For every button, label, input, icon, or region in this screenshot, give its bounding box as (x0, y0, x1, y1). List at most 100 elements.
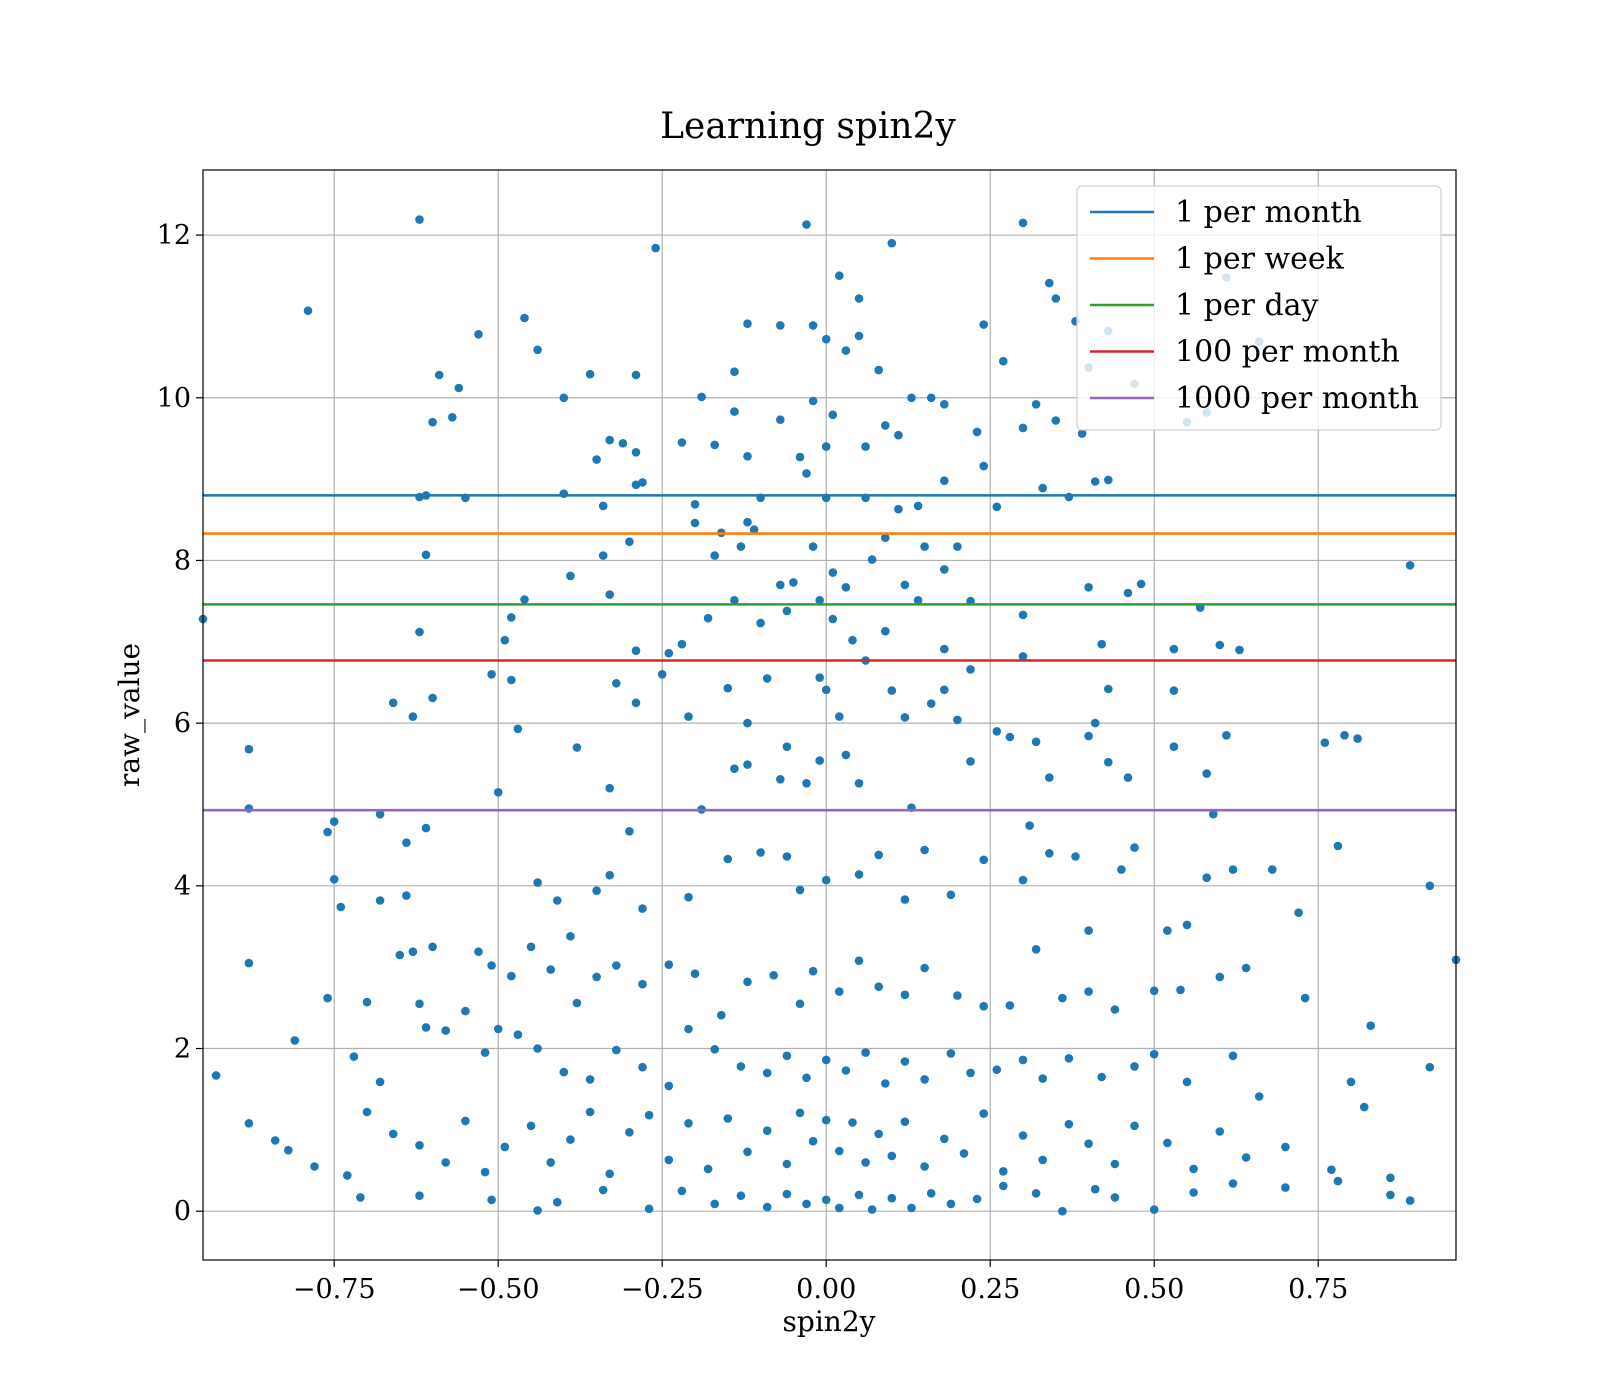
x-tick-label: 0.75 (1288, 1274, 1348, 1305)
data-point (434, 370, 444, 380)
data-point (690, 969, 700, 978)
data-point (1169, 686, 1179, 695)
data-point (1018, 1131, 1028, 1140)
data-point (730, 764, 739, 773)
data-point (211, 1071, 221, 1080)
data-point (585, 369, 595, 379)
data-point (1018, 652, 1028, 661)
legend-label: 100 per month (1175, 335, 1400, 370)
data-point (553, 1197, 562, 1207)
data-point (1281, 1183, 1290, 1192)
data-point (926, 393, 936, 403)
data-point (802, 1199, 811, 1209)
y-tick-label: 0 (174, 1196, 191, 1227)
data-point (776, 580, 785, 590)
data-point (657, 670, 667, 679)
data-point (402, 891, 411, 900)
data-point (408, 712, 418, 721)
y-tick-label: 8 (174, 545, 191, 576)
data-point (585, 1075, 595, 1084)
data-point (874, 365, 883, 375)
data-point (1077, 429, 1087, 438)
data-point (1064, 1119, 1074, 1129)
data-point (887, 238, 897, 248)
data-point (900, 580, 910, 590)
data-point (907, 1203, 916, 1213)
data-point (743, 517, 752, 527)
data-point (762, 674, 772, 683)
data-point (920, 542, 929, 551)
data-point (1176, 985, 1185, 995)
data-point (992, 727, 1002, 736)
data-point (428, 942, 437, 952)
data-point (743, 319, 752, 329)
data-point (808, 1136, 818, 1146)
data-point (533, 1044, 542, 1053)
data-point (972, 427, 982, 437)
data-point (1386, 1173, 1395, 1183)
data-point (631, 370, 641, 380)
data-point (979, 1001, 988, 1011)
data-point (1425, 881, 1435, 891)
data-point (894, 430, 903, 440)
data-point (244, 958, 254, 968)
data-point (1300, 993, 1310, 1003)
data-point (441, 1158, 451, 1167)
data-point (743, 718, 752, 728)
data-point (1346, 1077, 1356, 1087)
data-point (690, 518, 700, 528)
data-point (644, 1110, 654, 1120)
data-point (854, 294, 864, 303)
data-point (428, 417, 437, 427)
data-point (1130, 1121, 1139, 1131)
data-point (415, 1191, 424, 1200)
data-point (343, 1171, 352, 1180)
data-point (605, 590, 614, 599)
data-point (710, 1199, 719, 1209)
data-point (867, 555, 877, 564)
data-point (415, 1141, 424, 1150)
chart-title: Learning spin2y (660, 106, 956, 147)
data-point (697, 392, 706, 402)
data-point (1228, 1179, 1238, 1188)
data-point (1202, 769, 1211, 778)
data-point (743, 977, 752, 987)
data-point (244, 804, 254, 813)
data-point (533, 345, 542, 355)
y-axis-label: raw_value (113, 643, 146, 787)
data-point (802, 220, 811, 229)
data-point (559, 1067, 569, 1077)
data-point (999, 356, 1008, 366)
data-point (448, 413, 457, 422)
data-point (835, 712, 844, 721)
data-point (776, 321, 785, 330)
data-point (533, 1206, 542, 1215)
data-point (802, 469, 811, 478)
data-point (762, 1126, 772, 1135)
data-point (474, 947, 483, 956)
data-point (421, 550, 431, 560)
data-point (854, 1190, 864, 1200)
data-point (310, 1162, 319, 1171)
data-point (677, 639, 687, 649)
data-point (926, 1189, 936, 1198)
data-point (835, 1146, 844, 1156)
data-point (723, 683, 733, 693)
data-point (795, 1108, 805, 1118)
data-point (493, 788, 503, 797)
data-point (808, 542, 818, 551)
data-point (1025, 821, 1034, 830)
threshold-lines (203, 494, 1456, 812)
data-point (1222, 731, 1231, 740)
data-point (881, 421, 890, 430)
data-point (461, 1116, 470, 1126)
data-point (887, 686, 897, 695)
data-point (533, 878, 542, 887)
data-point (1189, 1188, 1198, 1197)
data-point (1084, 583, 1093, 592)
data-point (776, 775, 785, 784)
data-point (1149, 986, 1159, 996)
y-tick-label: 2 (174, 1034, 191, 1065)
data-point (1005, 1001, 1015, 1010)
data-point (736, 1191, 746, 1200)
